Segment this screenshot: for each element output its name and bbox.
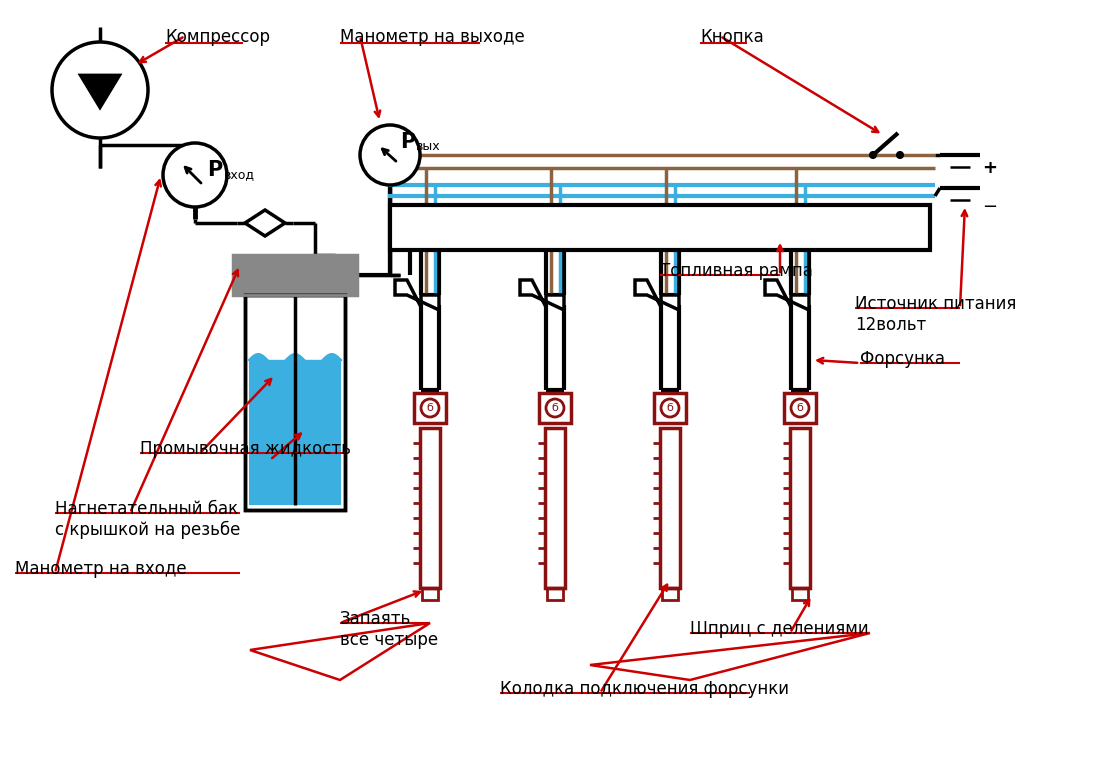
Text: Компрессор: Компрессор: [165, 28, 271, 46]
Bar: [790, 428, 811, 588]
Circle shape: [870, 152, 877, 158]
Polygon shape: [635, 280, 679, 310]
Bar: [792, 588, 808, 600]
Text: вых: вых: [416, 140, 440, 153]
Text: Форсунка: Форсунка: [860, 350, 945, 368]
Text: Колодка подключения форсунки: Колодка подключения форсунки: [500, 680, 789, 698]
Text: Запаять
все четыре: Запаять все четыре: [340, 610, 438, 649]
Text: Манометр на выходе: Манометр на выходе: [340, 28, 524, 46]
Text: Р: Р: [207, 160, 222, 180]
Bar: [662, 588, 678, 600]
Text: б: б: [796, 403, 804, 413]
Polygon shape: [245, 210, 285, 236]
Circle shape: [360, 125, 420, 185]
Bar: [249, 360, 341, 505]
Text: Кнопка: Кнопка: [700, 28, 764, 46]
Text: Нагнетательный бак
с крышкой на резьбе: Нагнетательный бак с крышкой на резьбе: [55, 500, 240, 539]
Bar: [245, 295, 345, 510]
Circle shape: [546, 399, 563, 417]
Circle shape: [661, 399, 679, 417]
Polygon shape: [520, 280, 563, 310]
Text: Р: Р: [400, 132, 415, 152]
Text: Шприц с делениями: Шприц с делениями: [690, 620, 869, 638]
Polygon shape: [395, 280, 439, 310]
Circle shape: [421, 399, 439, 417]
Bar: [547, 588, 563, 600]
Bar: [654, 393, 686, 423]
Text: вход: вход: [224, 168, 255, 181]
Bar: [390, 205, 930, 250]
Bar: [233, 255, 357, 295]
Bar: [245, 295, 345, 510]
Bar: [544, 428, 565, 588]
Text: б: б: [427, 403, 434, 413]
Text: б: б: [551, 403, 558, 413]
Text: Манометр на входе: Манометр на входе: [15, 560, 187, 578]
Text: Источник питания
12вольт: Источник питания 12вольт: [855, 295, 1016, 334]
Bar: [784, 393, 816, 423]
Bar: [420, 428, 440, 588]
Circle shape: [897, 152, 903, 158]
Text: б: б: [666, 403, 673, 413]
Bar: [421, 588, 438, 600]
Polygon shape: [765, 280, 809, 310]
Bar: [660, 428, 680, 588]
Circle shape: [792, 399, 809, 417]
Bar: [233, 255, 357, 295]
Polygon shape: [80, 75, 120, 108]
Text: Промывочная жидкость: Промывочная жидкость: [140, 440, 351, 458]
Text: +: +: [982, 159, 997, 177]
Circle shape: [53, 42, 148, 138]
Bar: [539, 393, 571, 423]
Bar: [414, 393, 446, 423]
Text: −: −: [982, 198, 997, 216]
Text: Топливная рампа: Топливная рампа: [660, 262, 813, 280]
Circle shape: [163, 143, 227, 207]
